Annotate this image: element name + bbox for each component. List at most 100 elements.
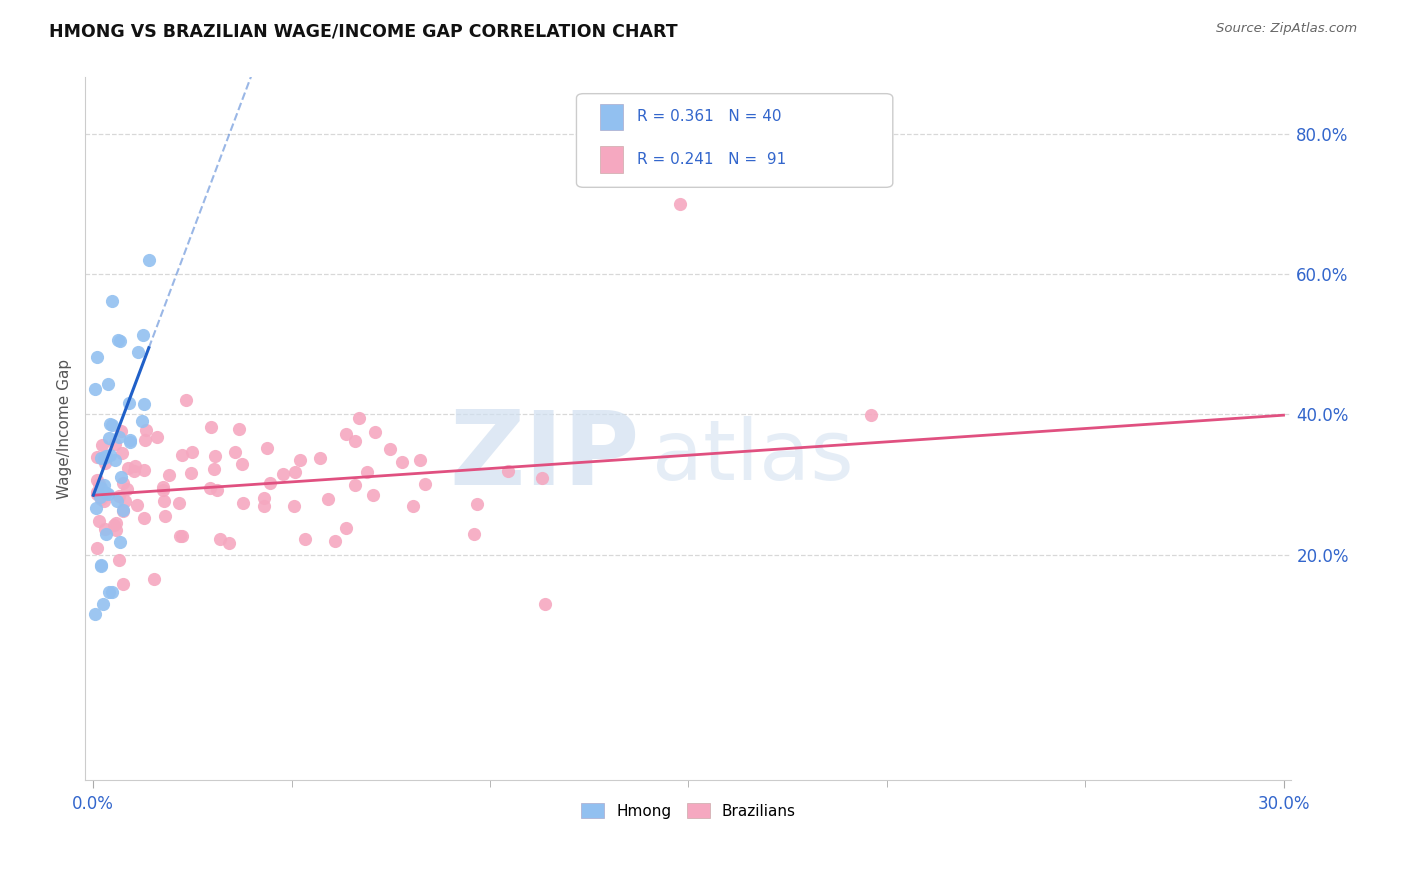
Point [202,462,225,476]
Point [259,475,281,490]
Point [316,491,339,506]
Point [98,584,121,599]
Point [124,459,146,474]
Point [132,327,155,342]
Point [104,453,127,467]
Point [132,463,155,477]
Point [253,491,276,506]
Point [335,521,357,535]
Point [364,425,387,439]
Point [170,448,193,462]
Point [169,529,191,543]
Point [84,607,107,622]
Point [98,417,121,431]
Point [131,414,153,428]
Point [138,253,160,268]
Point [84,500,107,515]
Point [101,293,124,308]
Point [100,417,122,432]
Point [228,422,250,436]
Point [253,500,276,514]
Point [104,524,127,538]
Point [232,496,254,510]
Point [409,452,432,467]
Point [86,450,108,465]
Point [117,461,139,475]
Point [208,532,231,546]
Point [378,442,401,457]
Point [98,448,121,462]
Point [89,491,111,505]
Point [157,468,180,483]
Point [231,457,253,471]
Point [533,597,555,611]
Point [146,430,169,444]
Text: ZIP: ZIP [450,406,640,508]
Point [174,392,197,407]
Point [86,486,108,500]
Point [127,498,149,512]
Point [108,429,131,443]
Point [110,469,132,483]
Point [86,473,108,487]
Point [859,408,882,422]
Point [118,396,141,410]
Point [104,437,127,451]
Point [401,499,423,513]
Point [114,493,136,508]
Point [496,464,519,478]
Point [111,502,134,516]
Point [111,504,134,518]
Point [344,477,367,491]
Point [134,511,156,525]
Point [97,487,120,501]
Point [93,456,115,470]
Point [98,431,121,445]
Point [170,529,193,543]
Point [87,486,110,500]
Point [415,476,437,491]
Point [111,446,134,460]
Point [134,397,156,411]
Point [200,419,222,434]
Point [180,466,202,480]
Point [96,486,118,500]
Point [93,477,115,491]
Point [93,451,115,466]
Point [283,499,305,513]
Point [93,494,115,508]
Point [94,522,117,536]
Point [288,452,311,467]
Point [105,493,128,508]
Point [134,434,156,448]
Point [205,483,228,498]
Point [218,535,240,549]
Point [152,480,174,494]
Point [198,481,221,495]
Point [96,526,118,541]
Point [181,445,204,459]
Point [361,488,384,502]
Text: R = 0.241   N =  91: R = 0.241 N = 91 [637,152,786,167]
Point [107,333,129,347]
Point [111,476,134,491]
Point [118,434,141,449]
Point [323,533,346,548]
Point [86,350,108,364]
Point [94,449,117,463]
Point [356,465,378,479]
Text: Source: ZipAtlas.com: Source: ZipAtlas.com [1216,22,1357,36]
Point [463,527,485,541]
Point [204,449,226,463]
Point [84,383,107,397]
Point [167,496,190,510]
Point [224,444,246,458]
Point [86,541,108,555]
Point [101,585,124,599]
Text: atlas: atlas [652,416,853,497]
Point [465,497,488,511]
Point [122,464,145,478]
Point [152,483,174,498]
Point [90,558,112,573]
Point [344,434,367,448]
